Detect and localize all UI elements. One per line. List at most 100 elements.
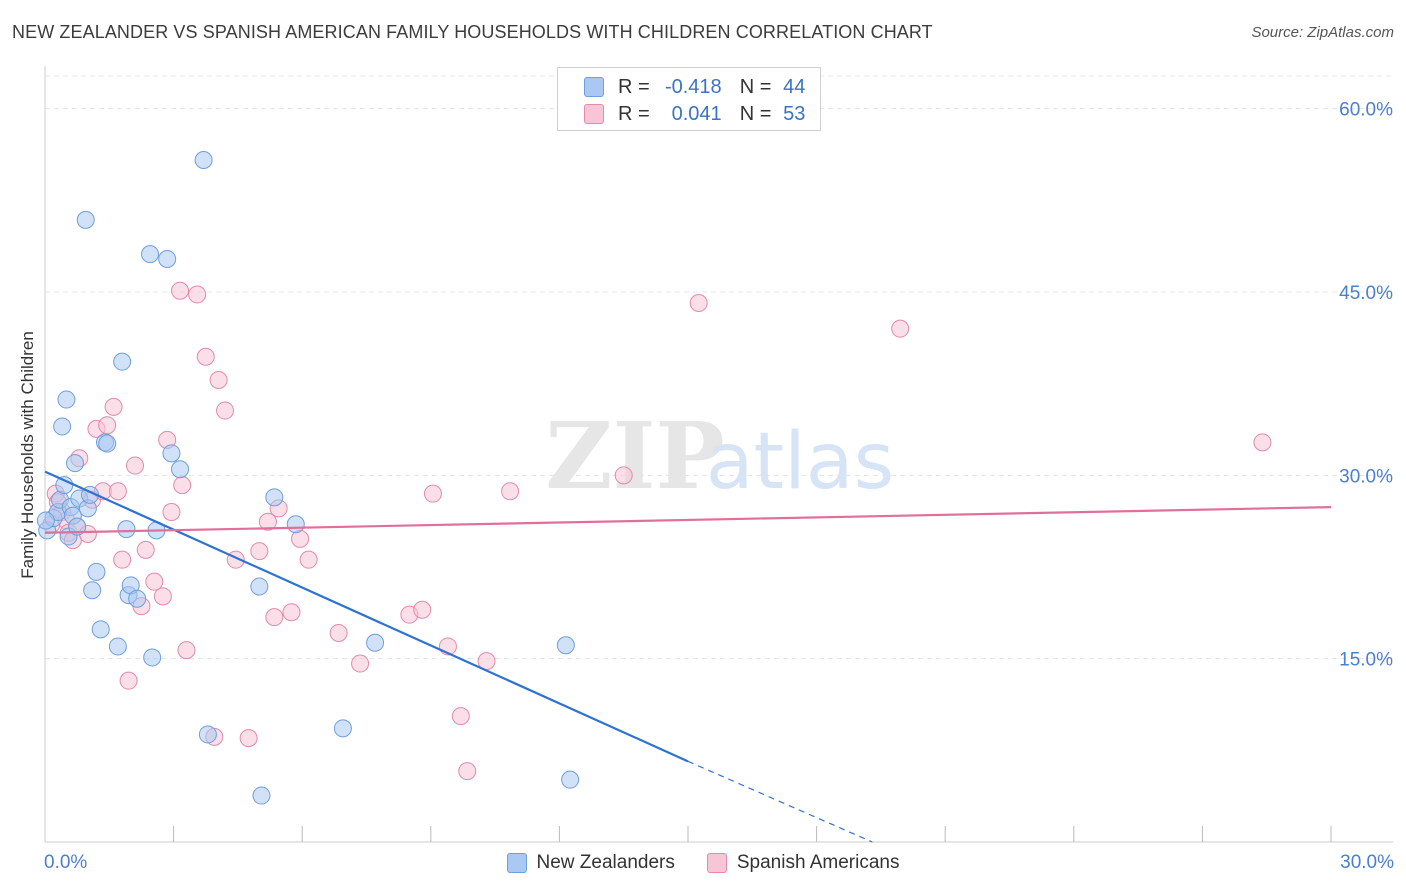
spanish-americans-point: [162, 503, 181, 521]
new-zealanders-point: [83, 581, 102, 600]
legend-n-value: 44: [783, 75, 806, 98]
spanish-americans-point: [1253, 433, 1272, 452]
spanish-americans-point: [209, 371, 228, 389]
new-zealanders-point: [171, 460, 190, 479]
spanish-americans-point: [108, 482, 127, 501]
spanish-americans-point: [458, 762, 477, 781]
legend-row-spanish-americans: R = 0.041 N = 53: [584, 101, 805, 127]
new-zealanders-point: [117, 520, 136, 539]
stats-legend: R = -0.418 N = 44 R = 0.041 N = 53: [557, 67, 821, 131]
spanish-americans-point: [145, 572, 164, 591]
gridlines: [45, 75, 1393, 660]
chart-title: NEW ZEALANDER VS SPANISH AMERICAN FAMILY…: [12, 22, 933, 42]
legend-item-new-zealanders[interactable]: New Zealanders: [506, 852, 675, 874]
new-zealanders-point: [108, 637, 127, 656]
new-zealanders-point: [366, 633, 385, 652]
source-credit: Source: ZipAtlas.com: [1251, 24, 1394, 41]
new-zealanders-point: [87, 562, 106, 581]
spanish-americans-point: [451, 707, 470, 726]
y-tick-labels: 15.0% 30.0% 45.0% 60.0%: [1339, 100, 1393, 671]
watermark-atlas: atlas: [706, 417, 895, 507]
watermark-zip: ZIP: [545, 402, 724, 510]
spanish-americans-point: [265, 608, 284, 627]
new-zealanders-point: [66, 454, 85, 473]
new-zealanders-point: [556, 636, 575, 655]
new-zealanders-point: [561, 770, 580, 789]
spanish-americans-point: [282, 603, 301, 622]
spanish-americans-point: [258, 512, 277, 531]
spanish-americans-point: [171, 281, 190, 300]
new-zealanders-point: [162, 444, 181, 463]
new-zealanders-point: [128, 589, 147, 608]
spanish-americans-point: [891, 319, 910, 338]
spanish-americans-point: [136, 540, 155, 559]
legend-label-new-zealanders: New Zealanders: [536, 852, 675, 873]
spanish-americans-point: [98, 416, 117, 435]
spanish-americans-point: [689, 294, 708, 312]
spanish-americans-point: [119, 671, 138, 690]
spanish-americans-point: [239, 729, 258, 748]
new-zealanders-point: [143, 648, 162, 667]
legend-r-value: -0.418: [664, 75, 722, 98]
new-zealanders-points: [36, 151, 580, 805]
new-zealanders-point: [57, 390, 76, 409]
x-tick-label-min: 0.0%: [44, 852, 88, 873]
new-zealanders-point: [250, 577, 269, 596]
new-zealanders-point: [91, 620, 110, 639]
legend-r-value: 0.041: [671, 102, 722, 125]
y-tick-label: 45.0%: [1339, 283, 1393, 304]
y-tick-label: 30.0%: [1339, 466, 1393, 487]
y-tick-label: 60.0%: [1339, 100, 1393, 121]
new-zealanders-trend-extension: [687, 760, 873, 843]
spanish-americans-point: [216, 401, 235, 420]
spanish-americans-point: [423, 484, 442, 503]
legend-swatch-blue: [506, 853, 527, 873]
legend-n-label: N =: [739, 102, 772, 125]
new-zealanders-point: [194, 151, 213, 169]
spanish-americans-point: [299, 550, 318, 569]
new-zealanders-point: [36, 511, 55, 530]
spanish-americans-trend-line: [44, 506, 1332, 534]
series-legend: New Zealanders Spanish Americans: [0, 852, 1406, 874]
legend-swatch-pink: [706, 853, 727, 873]
legend-swatch-pink: [584, 104, 604, 124]
spanish-americans-point: [250, 542, 269, 561]
new-zealanders-point: [286, 515, 305, 534]
new-zealanders-point: [265, 488, 284, 507]
new-zealanders-point: [141, 245, 160, 264]
legend-label-spanish-americans: Spanish Americans: [736, 852, 900, 873]
spanish-americans-point: [351, 654, 370, 673]
trend-lines: [44, 470, 1332, 843]
spanish-americans-point: [173, 476, 192, 495]
new-zealanders-point: [98, 434, 117, 453]
legend-row-new-zealanders: R = -0.418 N = 44: [584, 74, 805, 100]
new-zealanders-point: [76, 210, 95, 229]
spanish-americans-points: [42, 281, 1272, 781]
new-zealanders-point: [68, 517, 87, 536]
new-zealanders-point: [113, 352, 132, 371]
spanish-americans-point: [614, 466, 633, 485]
axes: [44, 66, 1393, 843]
spanish-americans-point: [113, 550, 132, 569]
new-zealanders-trend-line: [44, 470, 689, 763]
spanish-americans-point: [196, 347, 215, 366]
spanish-americans-point: [153, 587, 172, 606]
legend-r-label: R =: [618, 102, 650, 125]
new-zealanders-point: [53, 417, 72, 436]
new-zealanders-point: [198, 725, 217, 744]
new-zealanders-point: [333, 719, 352, 738]
legend-swatch-blue: [584, 77, 604, 97]
legend-n-label: N =: [739, 75, 772, 98]
legend-n-value: 53: [783, 102, 806, 125]
spanish-americans-point: [126, 456, 145, 475]
spanish-americans-point: [501, 482, 520, 501]
spanish-americans-point: [329, 624, 348, 642]
x-tick-label-max: 30.0%: [1340, 852, 1394, 873]
legend-r-label: R =: [618, 75, 650, 98]
legend-item-spanish-americans[interactable]: Spanish Americans: [706, 852, 900, 874]
spanish-americans-point: [177, 641, 196, 660]
new-zealanders-point: [158, 250, 177, 268]
spanish-americans-point: [413, 600, 432, 619]
watermark: ZIP atlas: [545, 402, 894, 510]
